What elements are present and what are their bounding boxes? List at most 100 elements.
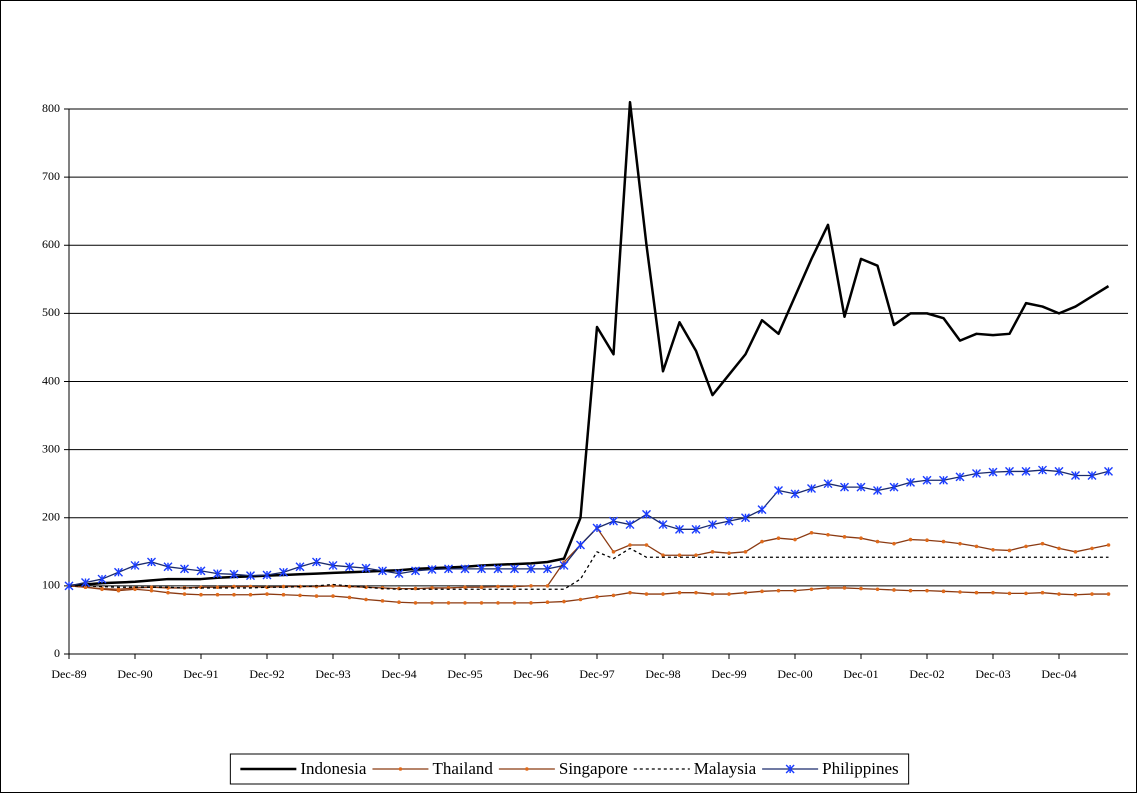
marker — [727, 592, 731, 596]
marker — [991, 590, 995, 595]
marker — [661, 592, 665, 596]
marker — [262, 570, 272, 580]
marker — [182, 592, 187, 596]
marker — [922, 475, 932, 485]
marker — [710, 550, 715, 554]
x-tick-label: Dec-90 — [117, 667, 152, 681]
legend-label: Singapore — [559, 759, 628, 778]
marker — [149, 585, 154, 590]
marker — [479, 585, 484, 590]
series-line — [68, 100, 1110, 588]
marker — [1090, 592, 1094, 596]
marker — [840, 482, 849, 492]
x-tick-label: Dec-99 — [711, 667, 746, 681]
marker — [743, 550, 748, 554]
marker — [430, 601, 434, 605]
marker — [1057, 592, 1061, 596]
y-tick-label: 500 — [42, 305, 60, 319]
legend-box — [229, 753, 910, 785]
marker — [1005, 466, 1014, 476]
marker — [955, 472, 965, 482]
y-tick-label: 100 — [42, 578, 60, 592]
marker — [463, 601, 467, 605]
marker — [842, 586, 847, 590]
marker — [972, 468, 981, 478]
marker — [295, 562, 305, 572]
x-tick-label: Dec-02 — [909, 667, 944, 681]
marker — [1024, 544, 1028, 549]
marker — [512, 584, 517, 589]
marker — [988, 467, 998, 477]
marker — [529, 584, 533, 588]
marker — [545, 584, 550, 588]
marker — [859, 586, 863, 591]
x-tick-label: Dec-95 — [447, 667, 482, 681]
marker — [229, 569, 239, 579]
marker — [892, 541, 896, 546]
marker — [823, 479, 833, 489]
marker — [826, 586, 830, 590]
marker — [776, 588, 781, 593]
marker — [526, 564, 536, 574]
marker — [875, 539, 880, 544]
marker — [677, 553, 682, 558]
y-tick-label: 300 — [42, 441, 60, 455]
marker — [116, 588, 121, 593]
marker — [166, 590, 170, 595]
marker — [1038, 465, 1047, 475]
marker — [265, 592, 269, 596]
marker — [543, 564, 552, 574]
marker — [941, 589, 946, 594]
legend-marker — [525, 767, 529, 771]
marker — [592, 523, 602, 533]
marker — [493, 564, 503, 574]
marker — [1024, 591, 1028, 596]
marker — [130, 560, 140, 570]
marker — [331, 594, 335, 598]
marker — [64, 581, 74, 591]
legend-marker — [398, 767, 403, 771]
marker — [361, 563, 371, 573]
marker — [691, 524, 701, 534]
y-tick-label: 800 — [42, 101, 60, 115]
marker — [908, 588, 913, 593]
marker — [675, 524, 684, 534]
marker — [397, 600, 401, 605]
marker — [694, 553, 698, 558]
marker — [658, 520, 668, 530]
marker — [314, 594, 319, 598]
marker — [413, 601, 418, 605]
marker — [925, 588, 929, 593]
legend-label: Indonesia — [300, 759, 367, 778]
marker — [83, 585, 88, 590]
marker — [576, 540, 585, 550]
marker — [281, 584, 286, 589]
marker — [642, 509, 651, 519]
marker — [298, 593, 302, 598]
marker — [925, 538, 929, 543]
legend-label: Malaysia — [694, 759, 757, 778]
marker — [741, 513, 750, 523]
marker — [1106, 592, 1111, 596]
x-tick-label: Dec-00 — [777, 667, 812, 681]
marker — [149, 588, 154, 593]
marker — [677, 590, 682, 595]
x-tick-label: Dec-01 — [843, 667, 878, 681]
marker — [215, 585, 220, 590]
marker — [97, 574, 107, 584]
marker — [856, 482, 866, 492]
marker — [413, 586, 418, 591]
marker — [347, 595, 352, 600]
marker — [446, 601, 451, 605]
marker — [215, 592, 220, 597]
marker — [644, 592, 649, 596]
marker — [1090, 546, 1094, 551]
marker — [776, 536, 781, 540]
marker — [196, 566, 206, 576]
marker — [248, 592, 253, 597]
marker — [163, 562, 173, 572]
marker — [609, 516, 618, 526]
marker — [411, 566, 420, 576]
marker — [1007, 548, 1012, 553]
